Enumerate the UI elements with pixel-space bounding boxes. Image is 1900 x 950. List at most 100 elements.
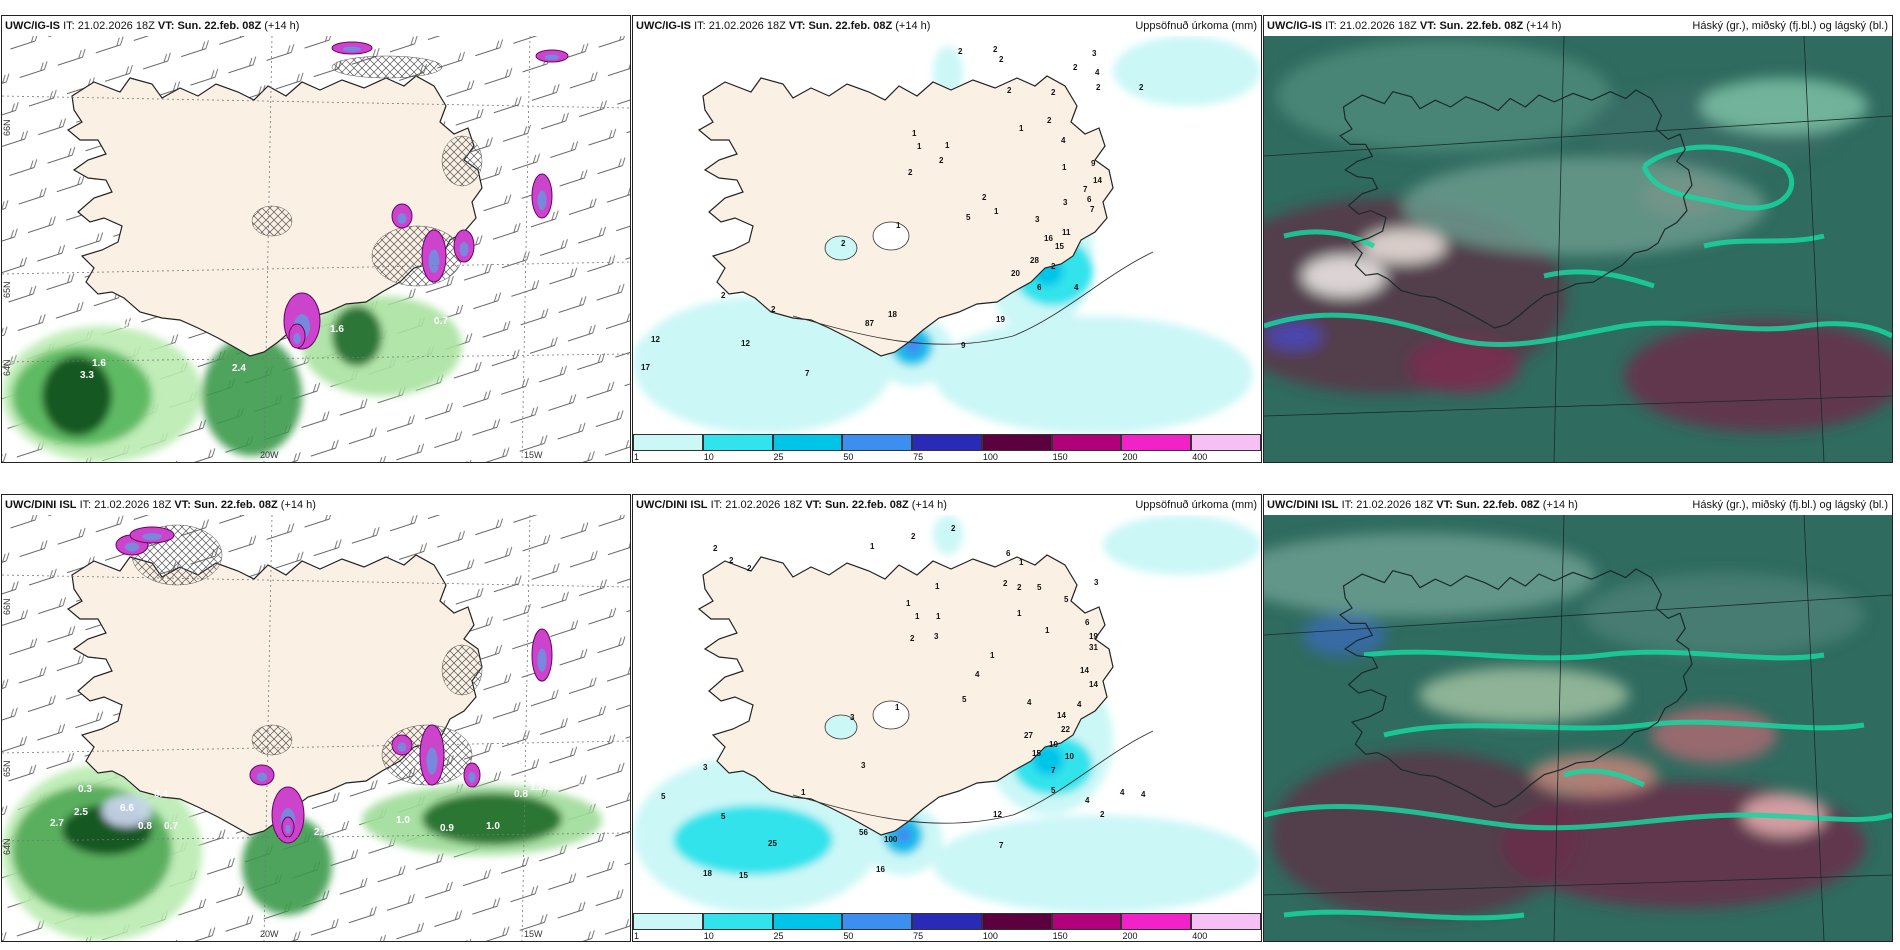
precip-value: 10 [1065,752,1074,761]
precip-value: 3 [1035,215,1040,224]
panel-header: UWC/DINI ISL IT: 21.02.2026 18Z VT: Sun.… [1264,495,1892,515]
precip-value: 2 [910,634,915,643]
header-it-label: IT: [63,20,75,32]
precip-value: 3 [934,632,939,641]
precip-value: 3 [1092,49,1097,58]
precip-value: 5 [1051,786,1056,795]
cloud-panel-top: UWC/IG-IS IT: 21.02.2026 18Z VT: Sun. 22… [1263,15,1893,463]
precip-value: 7 [805,369,810,378]
colorbar-tick: 1 [634,452,640,462]
header-it: 21.02.2026 18Z [708,20,786,32]
precip-value: 5 [966,213,971,222]
precip-value: 11 [1062,228,1071,237]
precip-value: 2 [1139,83,1144,92]
precip-value: 3 [1063,198,1068,207]
precip-value: 1 [895,703,900,712]
precip-value: 0.7 [164,821,178,832]
precip-value: 3 [1094,578,1099,587]
panel-header: UWC/DINI ISL IT: 21.02.2026 18Z VT: Sun.… [2,495,630,515]
colorbar-tick: 75 [913,452,924,462]
precip-value: 14 [1080,666,1089,675]
precip-value: 2 [1073,63,1078,72]
precip-value: 4 [1074,283,1079,292]
colorbar-tick: 100 [982,931,998,941]
precip-value: 7 [1051,766,1056,775]
low-cloud-edges [1264,649,1892,921]
precip-panel-top: UWC/IG-IS IT: 21.02.2026 18Z VT: Sun. 22… [632,15,1262,463]
precip-value: 2 [1100,810,1105,819]
precip-value: 4 [1077,700,1082,709]
panel-header: UWC/IG-IS IT: 21.02.2026 18Z VT: Sun. 22… [2,16,630,36]
iceland-outline [697,554,1114,836]
precip-value: 28 [1030,256,1039,265]
precip-value: 0.8 [138,821,152,832]
precip-value: 2 [1051,262,1056,271]
iceland-outline [1339,568,1693,808]
precip-value: 1.6 [92,358,106,369]
precip-value: 2.4 [232,363,246,374]
precip-value: 22 [1061,725,1070,734]
graticule [1264,515,1892,941]
precip-value: 2 [771,305,776,314]
colorbar-swatch [702,434,773,451]
precip-value: 15 [1055,242,1064,251]
precip-value: 2 [911,532,916,541]
precip-value: 2 [1007,86,1012,95]
precip-value: 87 [865,319,874,328]
lat-label: 65N [2,760,12,777]
precip-value: 2 [999,55,1004,64]
header-it: 21.02.2026 18Z [725,499,803,511]
precip-value: 0.3 [78,784,92,795]
precip-value: 1 [994,207,999,216]
precip-value: 1 [801,788,806,797]
precip-value: 16 [1044,234,1053,243]
precip-value: 2 [747,564,752,573]
precip-value: 17 [641,363,650,372]
precip-value: 1.0 [486,821,500,832]
lon-label: 15W [524,450,543,460]
header-it-label: IT: [1341,499,1354,511]
precip-value: 12 [741,339,750,348]
colorbar-tick: 200 [1122,452,1138,462]
header-lead: (+14 h) [911,499,947,511]
precip-value: 6.6 [120,803,134,814]
precip-value: 2 [939,156,944,165]
iceland-outline [697,75,1114,357]
lat-label: 64N [2,359,12,376]
precip-panel-bottom: UWC/DINI ISL IT: 21.02.2026 18Z VT: Sun.… [632,494,1262,942]
header-lead: (+14 h) [280,499,316,511]
colorbar-swatch [633,434,703,451]
precip-values: 0.30.32.5 6.60.42.7 0.8 0.71.00.9 1.00.81.24… [50,750,592,838]
precip-value: 14 [1089,680,1098,689]
header-it-label: IT: [1325,20,1337,32]
colorbar: 1 10 25 50 75 100 150 200 400 [633,913,1261,941]
glacier-outline [824,235,858,261]
precip-value: 27 [1024,731,1033,740]
precip-value: 6 [1087,195,1092,204]
precip-value: 0.7 [578,783,592,794]
precip-value: 3.3 [80,370,94,381]
precip-value: 4 [1141,790,1146,799]
precip-value: 5 [1064,595,1069,604]
colorbar-swatch [1051,913,1122,930]
cloud-cover-map [1264,515,1892,941]
glacier-outline [872,700,910,730]
iceland-outline [1339,89,1693,329]
colorbar-swatch [842,434,913,451]
header-model: UWC/DINI ISL [5,499,77,511]
precip-value: 2 [713,544,718,553]
precip-value: 1 [936,612,941,621]
precip-value: 14 [1057,711,1066,720]
precip-value: 0.2 [120,320,134,331]
precip-value: 0.4 [154,789,168,800]
colorbar-tick: 25 [773,931,784,941]
precip-value: 2 [958,47,963,56]
header-model: UWC/IG-IS [636,20,691,32]
precip-value: 6 [1006,549,1011,558]
precip-value: 4 [1061,136,1066,145]
colorbar-swatch [702,913,773,930]
precip-value: 4 [1085,796,1090,805]
colorbar-swatch [842,913,913,930]
